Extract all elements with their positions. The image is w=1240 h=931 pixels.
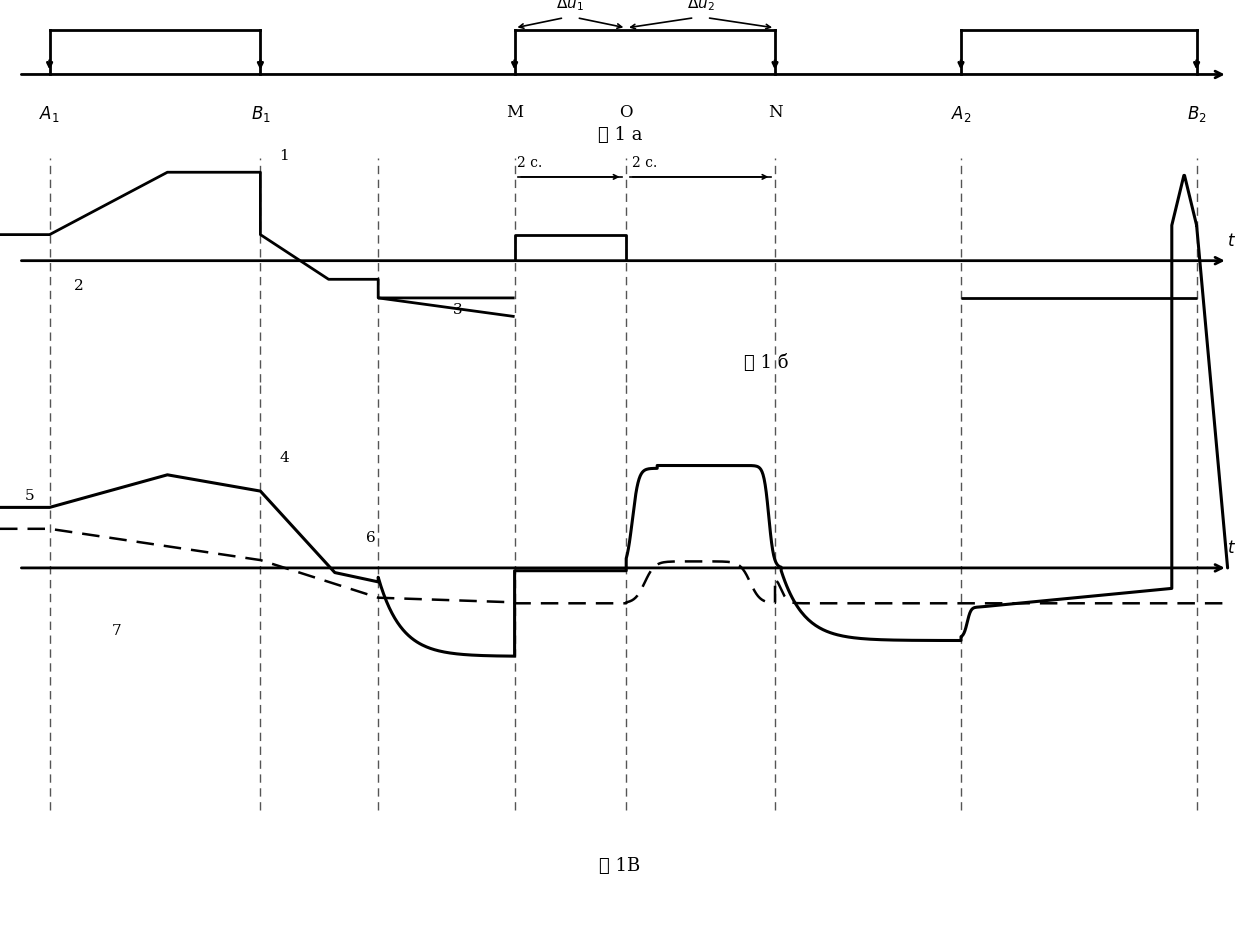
Text: $A_1$: $A_1$	[40, 104, 60, 124]
Text: 7: 7	[112, 624, 122, 638]
Text: N: N	[768, 104, 782, 121]
Text: 图 1В: 图 1В	[599, 857, 641, 875]
Text: 图 1 б: 图 1 б	[744, 354, 789, 372]
Text: $t$: $t$	[1226, 540, 1236, 557]
Text: 2 c.: 2 c.	[632, 156, 657, 170]
Text: 1: 1	[279, 149, 289, 163]
Text: 2 c.: 2 c.	[517, 156, 542, 170]
Text: 4: 4	[279, 452, 289, 466]
Text: 图 1 a: 图 1 a	[598, 126, 642, 144]
Text: $B_2$: $B_2$	[1187, 104, 1207, 124]
Text: $A_2$: $A_2$	[951, 104, 971, 124]
Text: O: O	[620, 104, 632, 121]
Text: $\Delta u_2$: $\Delta u_2$	[687, 0, 714, 13]
Text: $\Delta u_1$: $\Delta u_1$	[557, 0, 584, 13]
Text: 5: 5	[25, 489, 35, 503]
Text: 6: 6	[366, 531, 376, 545]
Text: $t$: $t$	[1226, 233, 1236, 250]
Text: 2: 2	[74, 279, 84, 293]
Text: $B_1$: $B_1$	[250, 104, 270, 124]
Text: M: M	[506, 104, 523, 121]
Text: 3: 3	[453, 303, 463, 317]
